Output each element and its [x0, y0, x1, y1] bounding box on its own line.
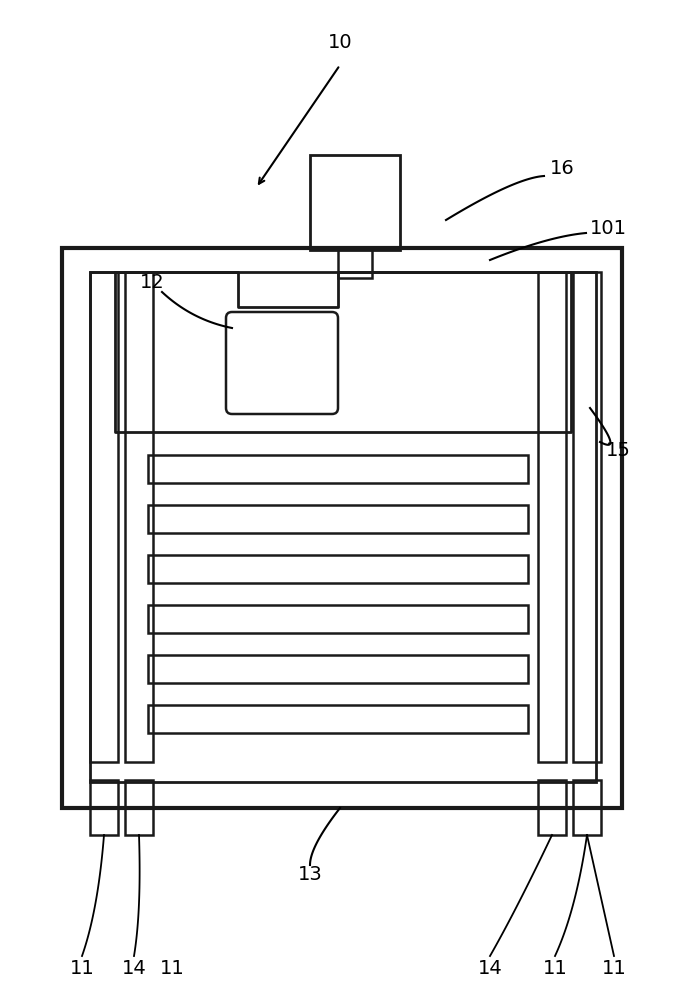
Text: 11: 11: [160, 958, 185, 978]
Bar: [538, 780, 566, 835]
Bar: [148, 555, 528, 583]
Bar: [125, 272, 153, 762]
Bar: [90, 780, 118, 835]
Bar: [148, 655, 528, 683]
Text: 10: 10: [328, 32, 353, 51]
Bar: [310, 155, 400, 250]
Text: 14: 14: [477, 958, 502, 978]
Bar: [573, 272, 601, 762]
Bar: [538, 272, 566, 762]
Bar: [90, 272, 596, 782]
Bar: [62, 248, 622, 808]
Bar: [148, 455, 528, 483]
Bar: [148, 705, 528, 733]
Text: 14: 14: [121, 958, 146, 978]
Text: 16: 16: [549, 158, 574, 178]
Text: 15: 15: [606, 440, 630, 460]
Text: 101: 101: [589, 219, 626, 237]
Bar: [125, 780, 153, 835]
Text: 11: 11: [69, 958, 95, 978]
Text: 12: 12: [140, 272, 165, 292]
Bar: [148, 505, 528, 533]
Bar: [573, 780, 601, 835]
Text: 13: 13: [298, 865, 322, 884]
Bar: [148, 605, 528, 633]
Text: 11: 11: [543, 958, 567, 978]
Bar: [338, 248, 372, 278]
Bar: [90, 272, 118, 762]
Text: 11: 11: [602, 958, 626, 978]
